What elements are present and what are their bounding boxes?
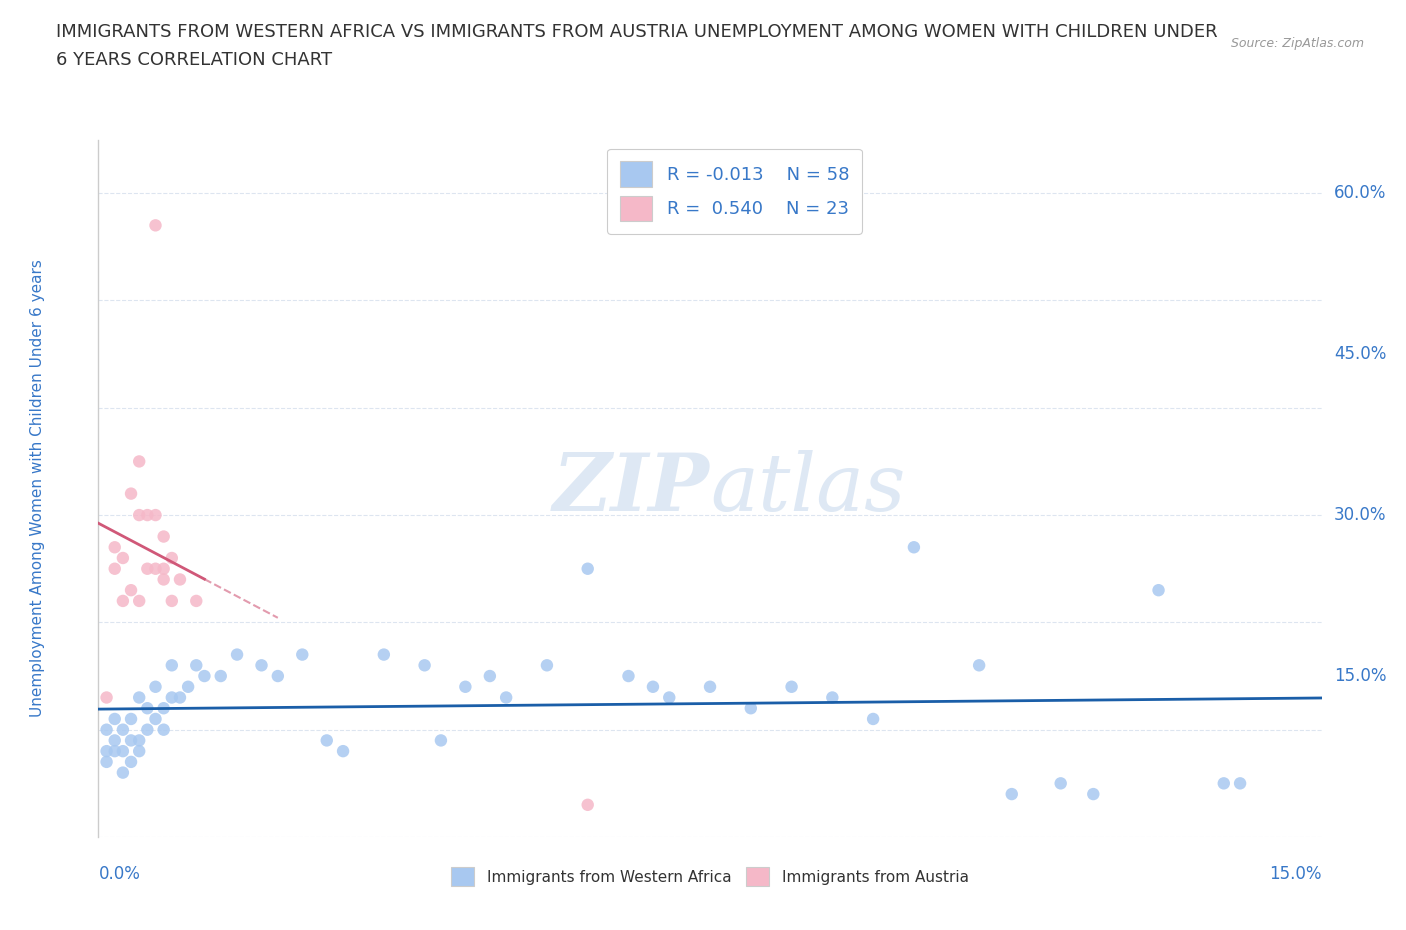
Point: [136, 701, 159, 716]
Point: [104, 744, 127, 759]
Point: [617, 669, 640, 684]
Point: [111, 765, 134, 780]
Point: [1147, 583, 1170, 598]
Point: [193, 669, 215, 684]
Point: [152, 701, 174, 716]
Point: [267, 669, 290, 684]
Point: [104, 539, 127, 554]
Text: Unemployment Among Women with Children Under 6 years: Unemployment Among Women with Children U…: [30, 259, 45, 717]
Point: [128, 733, 150, 748]
Text: 15.0%: 15.0%: [1270, 865, 1322, 883]
Point: [136, 562, 159, 577]
Point: [160, 690, 183, 705]
Text: 0.0%: 0.0%: [98, 865, 141, 883]
Point: [152, 562, 174, 577]
Point: [740, 701, 762, 716]
Point: [128, 454, 150, 469]
Point: [177, 679, 200, 694]
Point: [169, 690, 191, 705]
Point: [145, 679, 167, 694]
Point: [495, 690, 517, 705]
Point: [536, 658, 558, 672]
Point: [120, 486, 142, 501]
Point: [1083, 787, 1105, 802]
Point: [111, 723, 134, 737]
Text: atlas: atlas: [710, 449, 905, 527]
Point: [1229, 776, 1251, 790]
Point: [111, 744, 134, 759]
Point: [186, 658, 208, 672]
Point: [1212, 776, 1234, 790]
Point: [104, 733, 127, 748]
Point: [641, 679, 664, 694]
Point: [104, 562, 127, 577]
Point: [332, 744, 354, 759]
Point: [780, 679, 803, 694]
Point: [699, 679, 721, 694]
Point: [862, 711, 884, 726]
Point: [576, 562, 599, 577]
Text: 60.0%: 60.0%: [1334, 184, 1386, 202]
Point: [291, 647, 314, 662]
Point: [576, 797, 599, 812]
Point: [145, 562, 167, 577]
Point: [96, 723, 118, 737]
Point: [413, 658, 436, 672]
Point: [658, 690, 681, 705]
Text: 45.0%: 45.0%: [1334, 345, 1386, 363]
Point: [145, 218, 167, 232]
Text: Source: ZipAtlas.com: Source: ZipAtlas.com: [1230, 37, 1364, 50]
Point: [145, 711, 167, 726]
Point: [136, 723, 159, 737]
Point: [96, 744, 118, 759]
Point: [315, 733, 337, 748]
Point: [136, 508, 159, 523]
Point: [1001, 787, 1024, 802]
Point: [120, 583, 142, 598]
Point: [250, 658, 273, 672]
Point: [120, 754, 142, 769]
Point: [209, 669, 232, 684]
Point: [152, 723, 174, 737]
Point: [821, 690, 844, 705]
Point: [96, 690, 118, 705]
Point: [128, 508, 150, 523]
Point: [226, 647, 249, 662]
Point: [160, 593, 183, 608]
Point: [967, 658, 990, 672]
Legend: Immigrants from Western Africa, Immigrants from Austria: Immigrants from Western Africa, Immigran…: [446, 861, 974, 892]
Point: [120, 733, 142, 748]
Point: [128, 744, 150, 759]
Point: [478, 669, 501, 684]
Point: [169, 572, 191, 587]
Point: [903, 539, 925, 554]
Point: [454, 679, 477, 694]
Point: [1049, 776, 1071, 790]
Point: [373, 647, 395, 662]
Text: 30.0%: 30.0%: [1334, 506, 1386, 525]
Point: [104, 711, 127, 726]
Point: [111, 593, 134, 608]
Point: [111, 551, 134, 565]
Text: 6 YEARS CORRELATION CHART: 6 YEARS CORRELATION CHART: [56, 51, 332, 69]
Point: [186, 593, 208, 608]
Text: 15.0%: 15.0%: [1334, 667, 1386, 685]
Point: [145, 508, 167, 523]
Point: [160, 551, 183, 565]
Text: IMMIGRANTS FROM WESTERN AFRICA VS IMMIGRANTS FROM AUSTRIA UNEMPLOYMENT AMONG WOM: IMMIGRANTS FROM WESTERN AFRICA VS IMMIGR…: [56, 23, 1218, 41]
Point: [128, 593, 150, 608]
Point: [160, 658, 183, 672]
Point: [152, 572, 174, 587]
Point: [430, 733, 453, 748]
Point: [152, 529, 174, 544]
Point: [120, 711, 142, 726]
Text: ZIP: ZIP: [553, 449, 710, 527]
Point: [128, 690, 150, 705]
Point: [96, 754, 118, 769]
